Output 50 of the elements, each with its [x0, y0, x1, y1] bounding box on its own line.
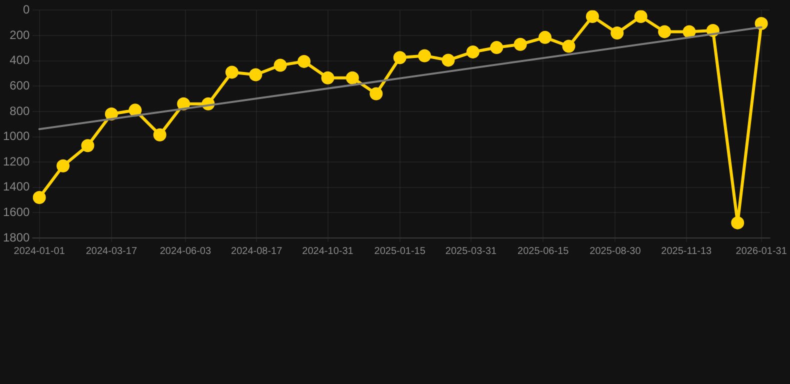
y-tick-label: 400 — [10, 53, 30, 68]
point — [249, 68, 262, 82]
y-tick-label: 1400 — [2, 180, 30, 194]
point — [225, 66, 238, 79]
point — [514, 38, 527, 51]
x-tick-label: 2025-08-30 — [590, 246, 642, 257]
point — [56, 159, 70, 172]
point — [346, 71, 359, 84]
point — [586, 10, 599, 24]
point — [104, 107, 118, 120]
point — [562, 40, 576, 53]
point — [442, 54, 455, 67]
point — [658, 25, 672, 38]
x-tick-label: 2025-01-15 — [374, 246, 426, 257]
point — [754, 16, 768, 30]
point — [274, 58, 287, 72]
x-tick-label: 2025-06-15 — [518, 246, 570, 257]
point — [610, 26, 624, 40]
point — [128, 104, 142, 117]
x-tick-label: 2025-11-13 — [661, 246, 712, 257]
point — [393, 51, 406, 64]
point — [466, 45, 480, 58]
x-tick-label: 2026-01-31 — [736, 246, 788, 257]
y-tick-label: 200 — [10, 28, 30, 42]
x-tick-label: 2024-06-03 — [160, 246, 212, 257]
y-tick-label: 1000 — [2, 129, 30, 144]
point — [32, 191, 46, 204]
point — [731, 216, 744, 230]
point — [682, 25, 696, 38]
point — [370, 87, 383, 100]
point — [298, 54, 311, 68]
point — [490, 41, 504, 54]
point — [321, 71, 334, 84]
point — [81, 139, 94, 152]
x-tick-label: 2024-08-17 — [231, 246, 283, 257]
y-tick-label: 600 — [10, 78, 30, 92]
y-tick-label: 1600 — [2, 205, 30, 219]
y-tick-label: 1200 — [2, 154, 30, 168]
point — [418, 49, 432, 62]
y-tick-label: 1800 — [2, 230, 30, 244]
point — [634, 10, 648, 24]
y-tick-label: 800 — [10, 104, 30, 118]
x-tick-label: 2024-10-31 — [302, 246, 354, 257]
x-tick-label: 2024-03-17 — [86, 246, 138, 257]
point — [538, 30, 552, 44]
x-tick-label: 2025-03-31 — [445, 246, 498, 257]
point — [177, 97, 190, 110]
x-tick-label: 2024-01-01 — [14, 246, 66, 257]
point — [153, 128, 166, 142]
y-tick-label: 0 — [23, 2, 30, 17]
